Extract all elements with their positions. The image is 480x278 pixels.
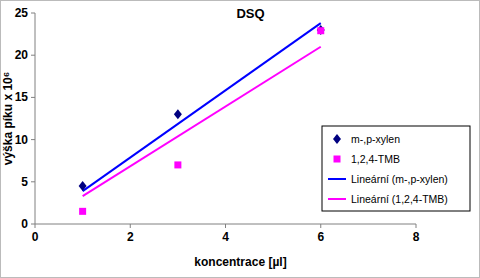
- y-tick: [31, 55, 35, 56]
- legend-swatch: [328, 198, 346, 200]
- y-tick-label: 25: [15, 6, 29, 20]
- point: [79, 181, 87, 191]
- legend: m-,p-xylen 1,2,4-TMB Lineární (m-,p-xylen)…: [322, 126, 470, 211]
- x-tick: [320, 224, 321, 228]
- legend-box: [322, 126, 470, 211]
- point: [174, 161, 181, 168]
- trend-line: [83, 47, 321, 196]
- point: [79, 208, 86, 215]
- legend-swatch: [334, 156, 341, 163]
- x-tick-label: 0: [32, 230, 39, 244]
- legend-label: Lineární (1,2,4-TMB): [351, 193, 448, 205]
- point: [317, 27, 324, 34]
- point: [317, 25, 325, 35]
- y-tick: [31, 13, 35, 14]
- x-tick: [130, 224, 131, 228]
- y-axis-label: výška píku x 10⁶: [1, 72, 15, 166]
- y-tick: [31, 181, 35, 182]
- y-axis: [35, 13, 36, 224]
- trend-line: [83, 23, 321, 191]
- y-tick-label: 10: [15, 133, 29, 147]
- chart: DSQ 0 2 4 6 8 0 5 10 15 20 25 koncentrace [µl] výška …: [0, 0, 480, 278]
- background: [1, 1, 480, 278]
- y-tick-label: 15: [15, 90, 29, 104]
- x-tick: [416, 224, 417, 228]
- x-tick-label: 8: [413, 230, 420, 244]
- legend-label: 1,2,4-TMB: [351, 153, 400, 165]
- y-tick-label: 20: [15, 48, 29, 62]
- legend-label: m-,p-xylen: [351, 133, 400, 145]
- y-tick: [31, 224, 35, 225]
- y-tick-label: 0: [21, 217, 28, 231]
- title: DSQ: [236, 6, 264, 21]
- x-tick-label: 6: [317, 230, 324, 244]
- x-axis-label: koncentrace [µl]: [194, 255, 286, 269]
- legend-swatch: [333, 134, 341, 144]
- y-tick: [31, 139, 35, 140]
- legend-label: Lineární (m-,p-xylen): [351, 173, 448, 185]
- x-tick-label: 2: [127, 230, 134, 244]
- x-tick-label: 4: [222, 230, 229, 244]
- y-tick: [31, 97, 35, 98]
- x-tick: [35, 224, 36, 228]
- legend-swatch: [328, 178, 346, 180]
- x-tick: [225, 224, 226, 228]
- y-tick-label: 5: [21, 175, 28, 189]
- plot: [79, 23, 325, 215]
- point: [174, 109, 182, 119]
